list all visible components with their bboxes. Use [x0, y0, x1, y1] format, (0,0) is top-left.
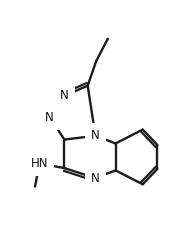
Text: N: N — [91, 172, 100, 185]
Text: HN: HN — [31, 157, 48, 170]
Text: N: N — [91, 129, 100, 142]
Text: N: N — [45, 111, 54, 124]
Text: N: N — [60, 89, 69, 102]
